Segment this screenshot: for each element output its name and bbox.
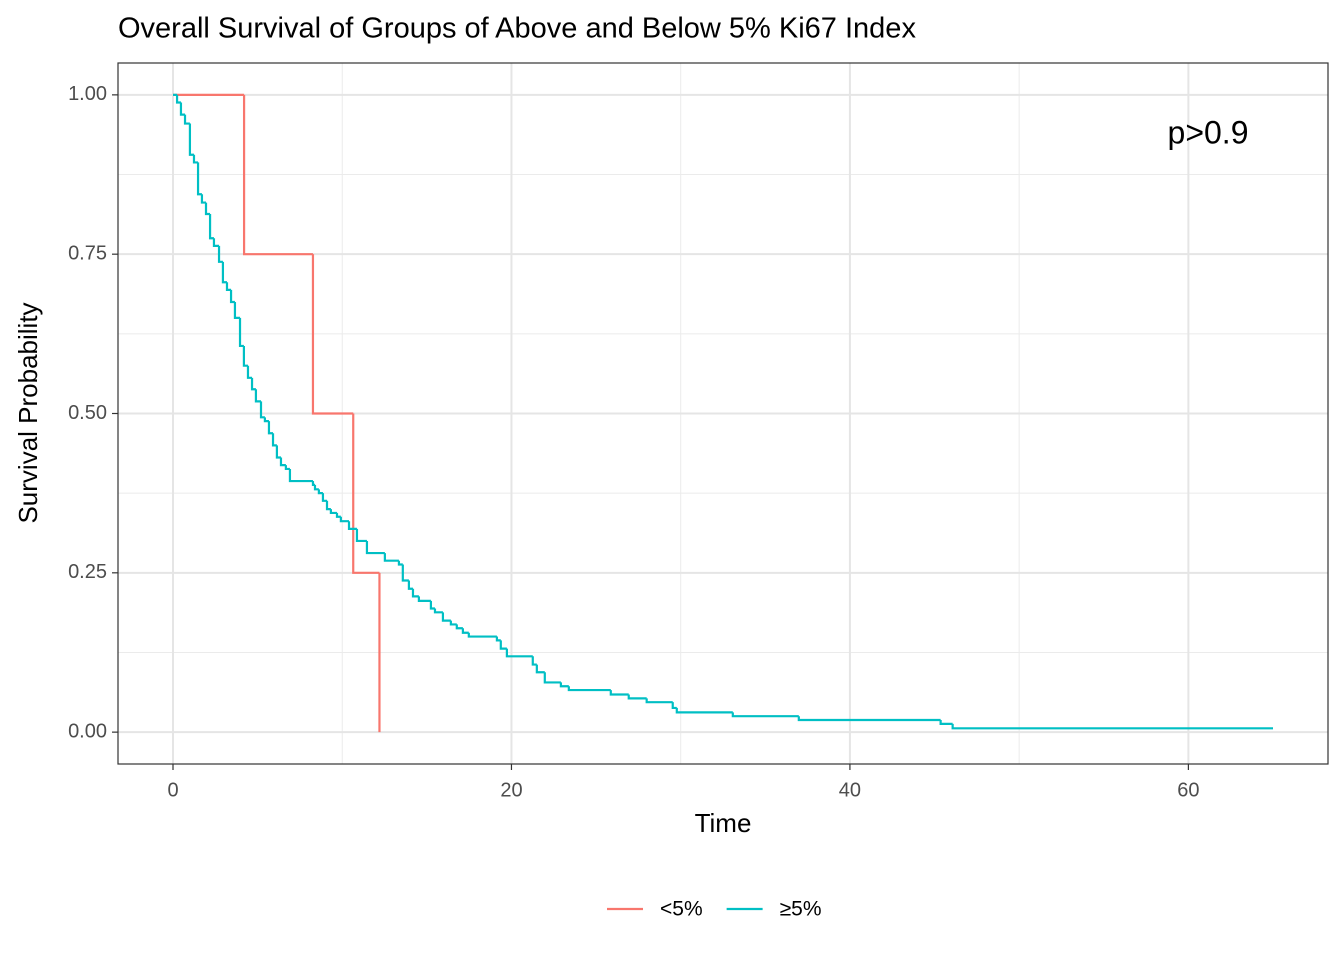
survival-step xyxy=(288,468,313,483)
survival-step xyxy=(567,686,611,692)
survival-step xyxy=(196,162,202,196)
survival-step xyxy=(499,640,507,650)
survival-step xyxy=(347,521,357,530)
survival-step xyxy=(543,672,561,684)
survival-step xyxy=(531,656,537,666)
survival-step xyxy=(229,289,235,304)
survival-step xyxy=(204,202,211,216)
survival-step xyxy=(200,194,206,204)
survival-step xyxy=(233,301,241,320)
survival-step xyxy=(242,94,313,256)
p-value-annotation: p>0.9 xyxy=(1168,114,1249,150)
survival-step xyxy=(246,365,253,379)
survival-step xyxy=(339,516,349,523)
plot-border xyxy=(117,62,1329,765)
grid: 0.00 0.25 0.50 0.75 1.00 0 20 40 60 xyxy=(68,63,1328,801)
survival-step xyxy=(352,413,380,574)
survival-step xyxy=(951,723,1273,730)
survival-step xyxy=(271,433,277,447)
survival-step xyxy=(535,664,545,674)
survival-step xyxy=(238,317,244,348)
survival-step xyxy=(217,245,223,263)
survival-step xyxy=(559,682,569,688)
survival-step xyxy=(505,648,533,658)
survival-step xyxy=(275,445,281,459)
survival-step xyxy=(407,580,413,590)
survival-step xyxy=(311,254,354,415)
survival-step xyxy=(321,493,327,502)
legend-label: <5% xyxy=(660,898,703,921)
survival-step xyxy=(284,465,290,471)
survival-step xyxy=(797,716,941,722)
survival-step xyxy=(317,489,323,495)
legend-label: ≥5% xyxy=(780,898,822,921)
survival-step xyxy=(212,238,220,247)
survival-step xyxy=(449,620,457,626)
survival-step xyxy=(188,123,194,156)
y-tick-label: 0.25 xyxy=(68,561,107,583)
survival-step xyxy=(179,102,186,116)
survival-step xyxy=(675,707,733,714)
survival-step xyxy=(467,632,497,638)
survival-step xyxy=(397,560,403,566)
survival-step xyxy=(627,694,647,700)
y-axis-label: Survival Probability xyxy=(13,302,43,523)
survival-step xyxy=(441,612,451,622)
survival-step xyxy=(383,553,399,562)
chart-title: Overall Survival of Groups of Above and … xyxy=(118,13,916,45)
survival-step xyxy=(267,421,274,435)
survival-step xyxy=(221,261,227,284)
plot-marks xyxy=(173,93,1273,733)
survival-step xyxy=(250,377,256,391)
x-tick-label: 20 xyxy=(500,779,522,801)
survival-step xyxy=(259,401,265,419)
survival-step xyxy=(429,600,435,610)
survival-step xyxy=(325,500,331,511)
y-tick-label: 0.00 xyxy=(68,720,107,742)
survival-step xyxy=(279,457,286,467)
survival-step xyxy=(242,345,248,367)
y-tick-label: 1.00 xyxy=(68,83,107,105)
survival-step xyxy=(645,698,673,704)
y-tick-label: 0.75 xyxy=(68,242,107,264)
x-tick-label: 60 xyxy=(1177,779,1199,801)
survival-step xyxy=(401,564,409,582)
survival-step xyxy=(731,712,799,718)
survival-step xyxy=(495,636,501,642)
survival-step xyxy=(192,154,199,164)
survival-step xyxy=(939,720,953,725)
y-tick-label: 0.50 xyxy=(68,402,107,424)
survival-step xyxy=(411,588,419,598)
survival-step xyxy=(175,94,181,104)
survival-step xyxy=(355,528,367,543)
legend: <5% ≥5% xyxy=(607,898,822,921)
survival-step xyxy=(671,702,677,710)
x-tick-label: 40 xyxy=(839,779,861,801)
survival-step xyxy=(329,509,337,515)
survival-step xyxy=(313,484,319,491)
survival-step xyxy=(609,690,629,696)
survival-step xyxy=(335,512,341,518)
survival-step xyxy=(225,282,232,291)
survival-step xyxy=(461,628,469,634)
survival-step xyxy=(263,417,269,423)
x-axis-label: Time xyxy=(695,808,752,838)
survival-step xyxy=(365,540,385,555)
survival-step xyxy=(417,596,431,602)
survival-step xyxy=(208,214,214,240)
survival-step xyxy=(455,624,463,630)
survival-step xyxy=(254,389,261,403)
survival-step xyxy=(183,114,190,125)
survival-step xyxy=(433,608,443,614)
x-tick-label: 0 xyxy=(167,779,178,801)
